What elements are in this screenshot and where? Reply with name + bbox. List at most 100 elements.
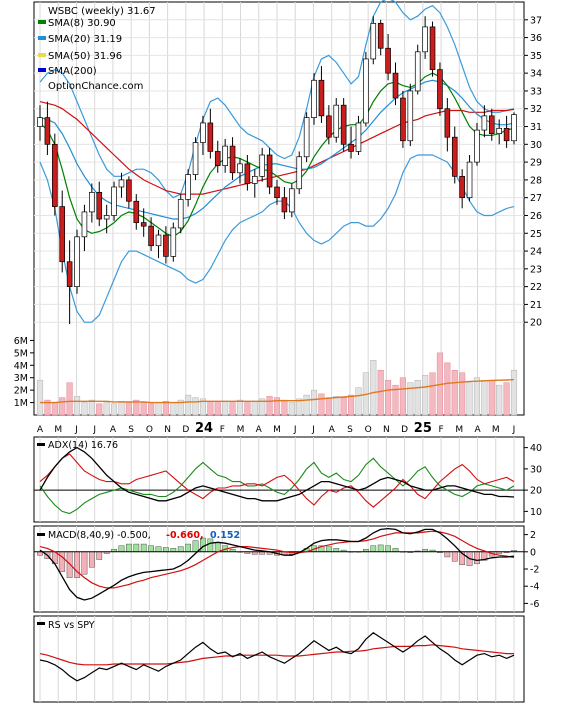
macd-histogram-bar [66,551,73,578]
vol-tick-label: 5M [14,348,28,359]
volume-bar [207,401,214,416]
ticker-label: WSBC (weekly) 31.67 [48,6,156,17]
macd-histogram-bar [163,547,169,552]
macd-tick-label: 2 [530,530,536,541]
volume-bar [266,396,273,416]
macd-tick-label: -2 [530,565,539,576]
macd-histogram-bar [377,544,384,552]
candle-body [170,227,177,257]
volume-bar [177,399,184,416]
volume-bar [110,403,118,416]
candle-body [207,122,214,152]
volume-bar [377,370,384,416]
macd-panel-frame [33,525,525,613]
macd-histogram-bar [444,551,451,558]
x-tick-label: O [365,425,372,435]
candle-body [503,127,510,142]
x-tick-label: A [474,425,481,435]
legend: WSBC (weekly) 31.67 SMA(8) 30.90 SMA(20)… [38,6,156,92]
volume-bar [273,397,281,416]
y-tick-label: 36 [530,33,542,44]
volume-sma-line [40,378,515,404]
candle-body [140,222,147,227]
candle-body [370,22,377,60]
volume-bar [325,397,332,416]
volume-bar [288,402,295,416]
volume-bar [392,384,399,416]
candle-body [44,117,51,145]
volume-bar [162,401,169,416]
legend-sma8: SMA(8) 30.90 [48,18,116,29]
x-tick-label: F [220,425,225,435]
candle-body [459,175,465,199]
x-tick-label: N [164,425,171,435]
rs-title: RS vs SPY [37,620,95,631]
volume-bar [125,402,132,416]
y-tick-label: 20 [530,318,542,329]
candle-body [103,215,110,220]
macd-histogram-bar [96,551,103,560]
volume-bar [496,384,503,416]
volume-bar [103,402,110,416]
candle-body [96,191,103,220]
volume-bar [73,396,81,416]
x-tick-label: S [347,425,353,435]
x-tick-label: N [383,425,390,435]
vol-tick-label: 1M [14,398,28,409]
macd-histogram-bar [170,548,177,552]
volume-bar [244,402,251,416]
vol-tick-label: 6M [14,336,28,347]
macd-layer [34,527,524,601]
volume-bar [459,372,466,416]
adx-line [39,446,515,502]
adx-tick-label: 30 [530,464,542,475]
candle-body [118,179,125,188]
macd-histogram-bar [148,545,154,553]
volume-bar [44,399,51,416]
x-tick-label: M [455,425,463,435]
volume-bar [340,397,347,416]
axis-layer: A M J J A S O N D 24 F M A M J J A S O N D 25 F M A M J20212223242… [14,15,542,610]
candle-body [422,26,428,53]
x-tick-label: S [128,425,134,435]
candle-body [318,79,325,117]
x-tick-label: F [438,425,443,435]
candle-body [251,175,258,184]
candle-body [66,261,73,287]
macd-hist-value: 0.152 [210,530,240,541]
rs-layer [39,632,515,682]
adx-tick-label: 40 [530,443,542,454]
rs-title-swatch [37,622,45,625]
volume-bar [333,396,340,416]
candle-body [185,174,191,200]
volume-bar [347,394,355,416]
vol-tick-label: 2M [14,386,28,397]
volume-bar [148,403,155,416]
volume-bar [510,370,518,416]
candle-body [244,163,251,184]
volume-bar [451,370,458,416]
volume-bar [281,399,288,416]
macd-histogram-bar [177,546,184,553]
candle-body [37,117,43,127]
price-layer [37,0,517,324]
macd-histogram-bar [333,548,340,552]
volume-bar [222,401,229,416]
macd-signal-line [39,530,515,589]
volume-layer [36,352,518,416]
macd-histogram-bar [325,546,332,553]
volume-bar [96,403,103,416]
volume-bar [133,399,140,416]
candle-body [229,145,236,174]
macd-histogram-bar [385,545,391,553]
x-tick-label: J [293,425,297,435]
volume-bar [192,397,199,416]
candle-body [59,206,66,263]
price-panel-frame [33,1,525,416]
candle-body [377,22,384,49]
candle-body [392,72,399,99]
candle-body [296,156,303,190]
candle-body [363,58,369,124]
candle-body [385,47,391,74]
